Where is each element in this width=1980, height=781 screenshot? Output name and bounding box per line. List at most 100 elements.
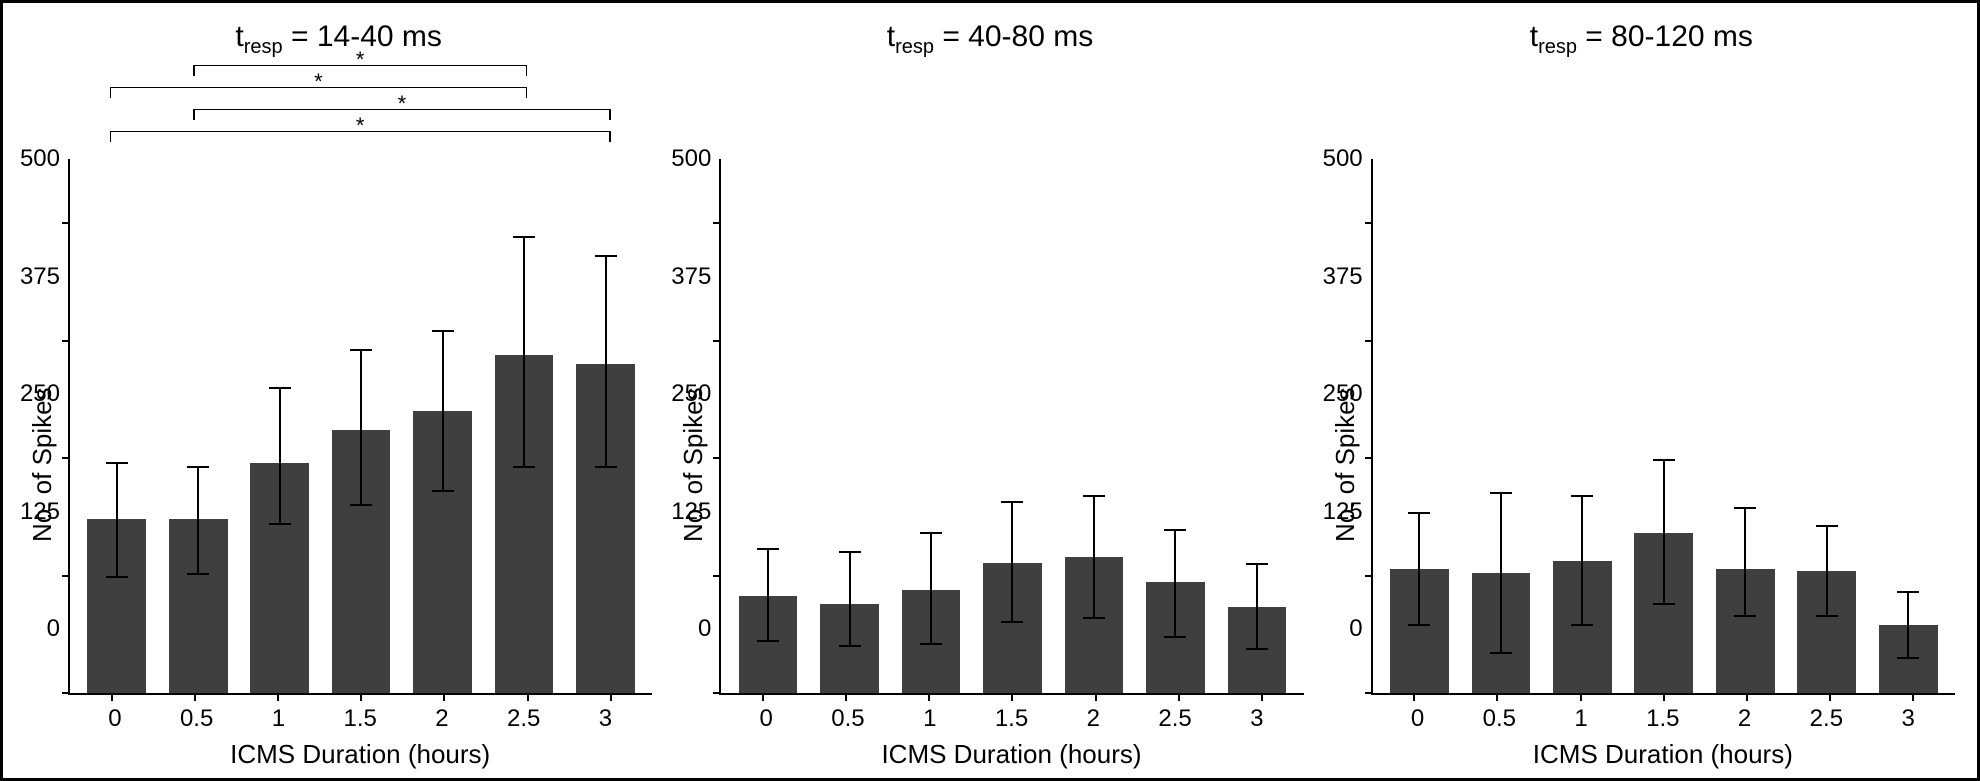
error-cap-top — [757, 548, 779, 550]
error-bar — [1256, 564, 1258, 649]
x-tick: 3 — [565, 705, 647, 733]
error-cap-bottom — [595, 466, 617, 468]
x-tick-mark — [194, 693, 196, 701]
x-tick-mark — [1413, 693, 1415, 701]
error-bar — [1744, 508, 1746, 616]
y-tick-mark — [1365, 457, 1373, 459]
y-tick-mark — [1365, 575, 1373, 577]
error-cap-bottom — [1083, 617, 1105, 619]
error-bar — [1500, 493, 1502, 653]
x-tick-mark — [762, 693, 764, 701]
x-tick-mark — [1011, 693, 1013, 701]
x-tick: 0 — [74, 705, 156, 733]
title-suffix: = 80-120 ms — [1577, 20, 1753, 53]
x-tick: 1 — [238, 705, 320, 733]
x-tick-mark — [928, 693, 930, 701]
y-tick-mark — [713, 222, 721, 224]
x-tick: 0 — [725, 705, 807, 733]
y-ticks: 5003752501250 — [60, 159, 68, 629]
error-cap-bottom — [1734, 615, 1756, 617]
bar-slot — [1053, 159, 1134, 693]
x-tick-mark — [845, 693, 847, 701]
title-subscript: resp — [1538, 36, 1577, 58]
bar-slot — [239, 159, 320, 693]
y-tick-mark — [1365, 340, 1373, 342]
error-cap-bottom — [1653, 603, 1675, 605]
plot-right-column: 00.511.522.53ICMS Duration (hours) — [1371, 159, 1955, 770]
y-tick-mark — [62, 222, 70, 224]
error-cap-top — [269, 387, 291, 389]
bar-slot — [1623, 159, 1704, 693]
error-cap-top — [1490, 492, 1512, 494]
x-tick: 1.5 — [971, 705, 1053, 733]
error-cap-bottom — [1816, 615, 1838, 617]
error-bar — [442, 331, 444, 491]
error-cap-bottom — [757, 640, 779, 642]
error-cap-bottom — [513, 466, 535, 468]
x-tick: 2.5 — [483, 705, 565, 733]
title-subscript: resp — [895, 36, 934, 58]
x-tick: 2 — [1052, 705, 1134, 733]
y-tick-mark — [713, 575, 721, 577]
x-tick: 0 — [1377, 705, 1459, 733]
y-tick-mark — [713, 340, 721, 342]
x-tick: 2 — [401, 705, 483, 733]
error-bar — [605, 256, 607, 468]
error-cap-top — [350, 349, 372, 351]
error-cap-bottom — [106, 576, 128, 578]
error-cap-top — [1653, 459, 1675, 461]
error-bar — [1581, 496, 1583, 626]
error-cap-bottom — [1001, 621, 1023, 623]
bar-slot — [1867, 159, 1948, 693]
bar-slot — [890, 159, 971, 693]
error-cap-top — [920, 532, 942, 534]
error-cap-top — [1408, 512, 1430, 514]
bars-container — [1373, 159, 1955, 693]
error-cap-top — [1897, 591, 1919, 593]
x-tick: 0.5 — [1458, 705, 1540, 733]
x-axis-label: ICMS Duration (hours) — [68, 739, 652, 770]
error-cap-bottom — [920, 643, 942, 645]
error-bar — [523, 237, 525, 467]
bar-slot — [483, 159, 564, 693]
y-tick-mark — [62, 692, 70, 694]
significance-star: * — [356, 121, 365, 131]
bar-slot — [1216, 159, 1297, 693]
error-cap-top — [432, 330, 454, 332]
plot-wrap: No. of Spikes500375250125000.511.522.53I… — [1328, 159, 1955, 770]
x-tick-mark — [1095, 693, 1097, 701]
error-cap-top — [1571, 495, 1593, 497]
error-cap-top — [513, 236, 535, 238]
error-cap-top — [1734, 507, 1756, 509]
x-tick: 2.5 — [1134, 705, 1216, 733]
x-tick: 3 — [1216, 705, 1298, 733]
panel-title: tresp = 14-40 ms — [235, 17, 442, 57]
error-bar — [1663, 460, 1665, 604]
title-prefix: t — [887, 20, 895, 53]
chart-panel-B: tresp = 40-80 ms No. of Spikes50037525012… — [664, 11, 1315, 770]
error-cap-top — [1083, 495, 1105, 497]
bar-slot — [1379, 159, 1460, 693]
x-tick: 1 — [889, 705, 971, 733]
plot-area — [1371, 159, 1955, 695]
error-bar — [1907, 592, 1909, 658]
panel-title: tresp = 80-120 ms — [1530, 17, 1753, 57]
x-tick-mark — [527, 693, 529, 701]
error-bar — [116, 463, 118, 578]
plot-right-column: 00.511.522.53ICMS Duration (hours) — [719, 159, 1303, 770]
plot-wrap: No. of Spikes500375250125000.511.522.53I… — [676, 159, 1303, 770]
error-cap-bottom — [839, 645, 861, 647]
x-tick: 0.5 — [807, 705, 889, 733]
y-ticks: 5003752501250 — [711, 159, 719, 629]
y-axis-label: No. of Spikes — [1328, 159, 1363, 770]
y-tick-mark — [1365, 692, 1373, 694]
plot-right-column: 00.511.522.53ICMS Duration (hours) — [68, 159, 652, 770]
error-cap-bottom — [187, 573, 209, 575]
bar-slot — [76, 159, 157, 693]
y-axis-label: No. of Spikes — [676, 159, 711, 770]
panel-title: tresp = 40-80 ms — [887, 17, 1094, 57]
error-cap-bottom — [1571, 624, 1593, 626]
title-suffix: = 40-80 ms — [934, 20, 1093, 53]
bar-slot — [1135, 159, 1216, 693]
x-tick-mark — [1663, 693, 1665, 701]
